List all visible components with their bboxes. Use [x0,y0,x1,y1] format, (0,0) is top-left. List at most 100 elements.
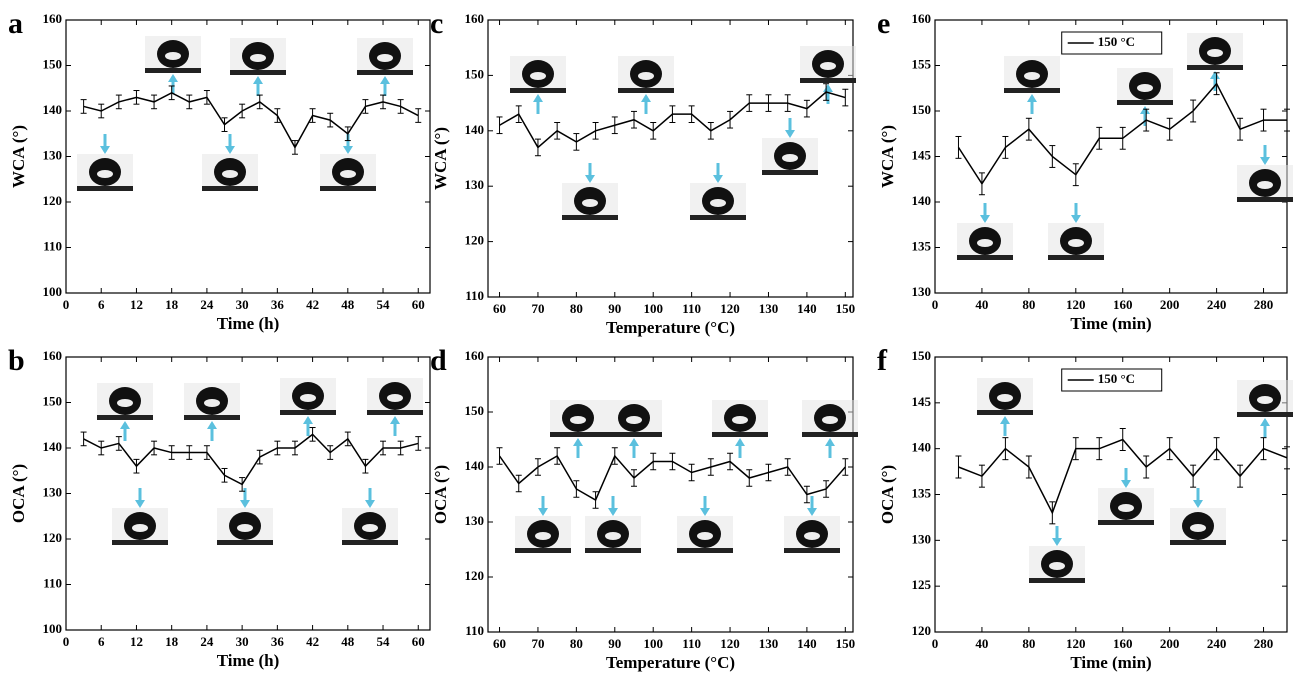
y-tick-label: 150 [43,56,63,71]
substrate [1098,520,1154,525]
substrate [802,432,858,437]
droplet-highlight [204,399,220,407]
x-axis-title: Temperature (°C) [606,318,735,337]
legend-label: 150 °C [1098,371,1135,386]
y-tick-label: 140 [912,193,932,208]
substrate [957,255,1013,260]
x-tick-label: 18 [165,297,179,312]
substrate [280,410,336,415]
x-tick-label: 80 [570,301,583,316]
droplet-highlight [535,532,551,540]
droplet-highlight [300,394,316,402]
substrate [677,548,733,553]
x-tick-label: 240 [1207,297,1227,312]
y-tick-label: 150 [912,348,932,363]
substrate [145,68,201,73]
x-tick-label: 100 [643,301,663,316]
pointer-arrow-head [700,508,710,516]
substrate [1187,65,1243,70]
x-tick-label: 30 [236,297,249,312]
x-tick-label: 6 [98,634,105,649]
y-axis-title: WCA (°) [878,125,897,188]
pointer-arrow-head [785,130,795,138]
y-tick-label: 130 [912,531,932,546]
y-axis-title: WCA (°) [9,125,28,188]
x-tick-label: 42 [306,297,319,312]
pointer-arrow-head [225,146,235,154]
droplet-highlight [362,524,378,532]
x-tick-label: 80 [570,636,583,651]
pointer-arrow-head [713,175,723,183]
pointer-arrow-head [1260,418,1270,426]
y-tick-label: 160 [465,11,485,26]
x-tick-label: 40 [975,297,988,312]
y-tick-label: 155 [912,56,932,71]
droplet-highlight [804,532,820,540]
x-tick-label: 24 [200,297,214,312]
x-tick-label: 6 [98,297,105,312]
pointer-arrow-head [253,76,263,84]
droplet-highlight [387,394,403,402]
droplet-highlight [977,239,993,247]
x-tick-label: 120 [720,301,740,316]
x-tick-label: 280 [1254,636,1274,651]
droplet-highlight [697,532,713,540]
y-tick-label: 120 [465,568,485,583]
x-tick-label: 60 [412,297,425,312]
y-axis-title: WCA (°) [431,127,450,190]
x-tick-label: 150 [836,636,856,651]
panel-letter: c [430,7,443,40]
y-tick-label: 120 [43,193,63,208]
x-axis-title: Temperature (°C) [606,653,735,672]
y-tick-label: 100 [43,284,63,299]
substrate [77,186,133,191]
y-tick-label: 120 [912,623,932,638]
x-tick-label: 240 [1207,636,1227,651]
droplet-highlight [605,532,621,540]
droplet-highlight [377,54,393,62]
substrate [515,548,571,553]
droplet-highlight [1207,49,1223,57]
pointer-arrow-head [1193,500,1203,508]
x-tick-label: 200 [1160,636,1180,651]
substrate [585,548,641,553]
substrate [977,410,1033,415]
pointer-arrow-head [825,438,835,446]
x-tick-label: 80 [1022,636,1035,651]
x-tick-label: 120 [1066,636,1086,651]
droplet-highlight [820,62,836,70]
pointer-arrow-head [1027,94,1037,102]
y-axis-title: OCA (°) [431,465,450,524]
x-tick-label: 0 [932,636,939,651]
substrate [618,88,674,93]
y-tick-label: 130 [43,484,63,499]
droplet-highlight [582,199,598,207]
x-tick-label: 160 [1113,636,1133,651]
substrate [367,410,423,415]
droplet-highlight [1190,524,1206,532]
droplet-highlight [1257,181,1273,189]
x-tick-label: 130 [759,636,779,651]
y-tick-label: 160 [465,348,485,363]
y-tick-label: 110 [465,288,484,303]
x-tick-label: 54 [377,634,391,649]
x-axis-title: Time (min) [1070,653,1151,672]
pointer-arrow-head [168,74,178,82]
x-tick-label: 0 [63,634,70,649]
droplet-highlight [1257,396,1273,404]
droplet-highlight [997,394,1013,402]
y-tick-label: 130 [912,284,932,299]
series-line [83,91,419,149]
panel-letter: f [877,344,888,377]
y-tick-label: 130 [43,147,63,162]
pointer-arrow-head [1260,157,1270,165]
series-line [83,433,419,486]
pointer-arrow-head [240,500,250,508]
x-tick-label: 130 [759,301,779,316]
pointer-arrow-head [380,76,390,84]
y-tick-label: 130 [465,513,485,528]
substrate [1048,255,1104,260]
y-tick-label: 110 [43,238,62,253]
x-tick-label: 30 [236,634,249,649]
